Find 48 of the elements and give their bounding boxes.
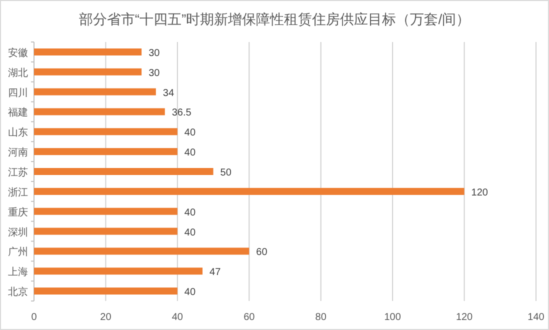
- data-label: 40: [184, 128, 196, 139]
- bar: [34, 228, 178, 235]
- x-tick-label: 100: [384, 312, 402, 323]
- bar: [34, 128, 178, 136]
- y-tick-label: 上海: [8, 266, 28, 278]
- data-label: 30: [148, 68, 160, 79]
- bar: [34, 68, 142, 76]
- chart-title: 部分省市“十四五”时期新增保障性租赁住房供应目标（万套/间）: [78, 11, 470, 27]
- data-label: 120: [471, 187, 488, 198]
- bar: [34, 88, 156, 96]
- data-label: 36.5: [172, 108, 192, 119]
- bar: [34, 148, 178, 156]
- x-tick-label: 120: [456, 312, 474, 323]
- data-label: 40: [184, 287, 196, 298]
- y-tick-label: 江苏: [8, 166, 28, 178]
- y-tick-label: 浙江: [8, 186, 28, 198]
- x-tick-label: 40: [172, 312, 184, 323]
- data-label: 40: [184, 148, 196, 159]
- x-tick-label: 20: [100, 312, 112, 323]
- bar: [34, 168, 214, 175]
- bar: [34, 288, 178, 295]
- bar: [34, 188, 464, 195]
- y-tick-label: 四川: [8, 86, 28, 99]
- data-label: 40: [184, 227, 196, 238]
- x-tick-label: 60: [244, 312, 256, 323]
- y-tick-label: 重庆: [8, 206, 28, 218]
- x-tick-label: 0: [31, 312, 38, 323]
- bar: [34, 108, 165, 116]
- y-tick-label: 深圳: [8, 226, 28, 238]
- y-tick-label: 湖北: [8, 66, 28, 79]
- y-tick-label: 河南: [8, 146, 28, 159]
- data-label: 30: [148, 48, 160, 59]
- bar: [34, 48, 142, 56]
- bar: [34, 248, 250, 255]
- data-label: 50: [220, 168, 232, 178]
- data-label: 47: [210, 267, 222, 278]
- bar: [34, 268, 203, 275]
- y-tick-label: 福建: [8, 106, 28, 119]
- x-tick-label: 140: [528, 312, 545, 323]
- y-tick-label: 北京: [8, 286, 28, 298]
- y-tick-label: 山东: [8, 126, 28, 139]
- data-label: 60: [256, 247, 268, 258]
- data-label: 40: [184, 207, 196, 218]
- y-tick-label: 广州: [8, 246, 28, 258]
- x-tick-label: 80: [315, 312, 327, 323]
- y-tick-label: 安徽: [8, 46, 28, 59]
- bar: [34, 208, 178, 215]
- data-label: 34: [162, 88, 174, 99]
